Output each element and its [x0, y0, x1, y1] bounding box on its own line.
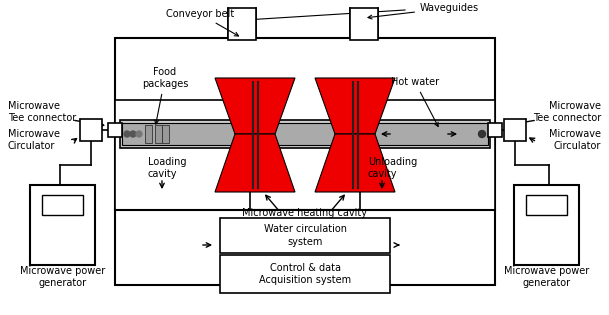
Text: Control & data
Acquisition system: Control & data Acquisition system [259, 263, 351, 285]
Text: Microwave
Circulator: Microwave Circulator [8, 129, 60, 151]
Text: Microwave power
generator: Microwave power generator [20, 266, 105, 288]
Text: Waveguides: Waveguides [368, 3, 479, 19]
Polygon shape [220, 255, 390, 293]
Polygon shape [80, 119, 102, 141]
Polygon shape [488, 123, 502, 137]
Polygon shape [526, 195, 567, 215]
Polygon shape [115, 210, 495, 285]
Text: Microwave power
generator: Microwave power generator [504, 266, 589, 288]
Text: Hot water: Hot water [391, 77, 439, 126]
Polygon shape [215, 134, 295, 192]
Polygon shape [220, 218, 390, 253]
Polygon shape [215, 78, 295, 134]
Text: Microwave
Tee connector: Microwave Tee connector [533, 101, 601, 123]
Circle shape [479, 130, 485, 138]
Polygon shape [228, 8, 256, 40]
Text: Food
packages: Food packages [142, 67, 188, 124]
Polygon shape [504, 119, 526, 141]
Text: Conveyor belt: Conveyor belt [166, 9, 239, 36]
Text: Microwave heating cavity: Microwave heating cavity [242, 208, 367, 218]
Polygon shape [514, 185, 579, 265]
Polygon shape [120, 120, 490, 148]
Polygon shape [350, 8, 378, 40]
Polygon shape [30, 185, 95, 265]
Polygon shape [42, 195, 83, 215]
Polygon shape [115, 100, 250, 210]
Text: Microwave
Tee connector: Microwave Tee connector [8, 101, 76, 123]
Polygon shape [108, 123, 122, 137]
Polygon shape [145, 125, 152, 143]
Text: Microwave
Circulator: Microwave Circulator [549, 129, 601, 151]
Circle shape [124, 131, 130, 137]
Circle shape [130, 131, 136, 137]
Polygon shape [122, 123, 488, 145]
Polygon shape [155, 125, 162, 143]
Circle shape [136, 131, 142, 137]
Text: Loading
cavity: Loading cavity [148, 157, 186, 179]
Polygon shape [360, 100, 495, 210]
Polygon shape [315, 134, 395, 192]
Polygon shape [162, 125, 169, 143]
Polygon shape [315, 78, 395, 134]
Text: Water circulation
system: Water circulation system [264, 224, 347, 247]
Text: Unloading
cavity: Unloading cavity [368, 157, 417, 179]
Polygon shape [115, 38, 495, 210]
